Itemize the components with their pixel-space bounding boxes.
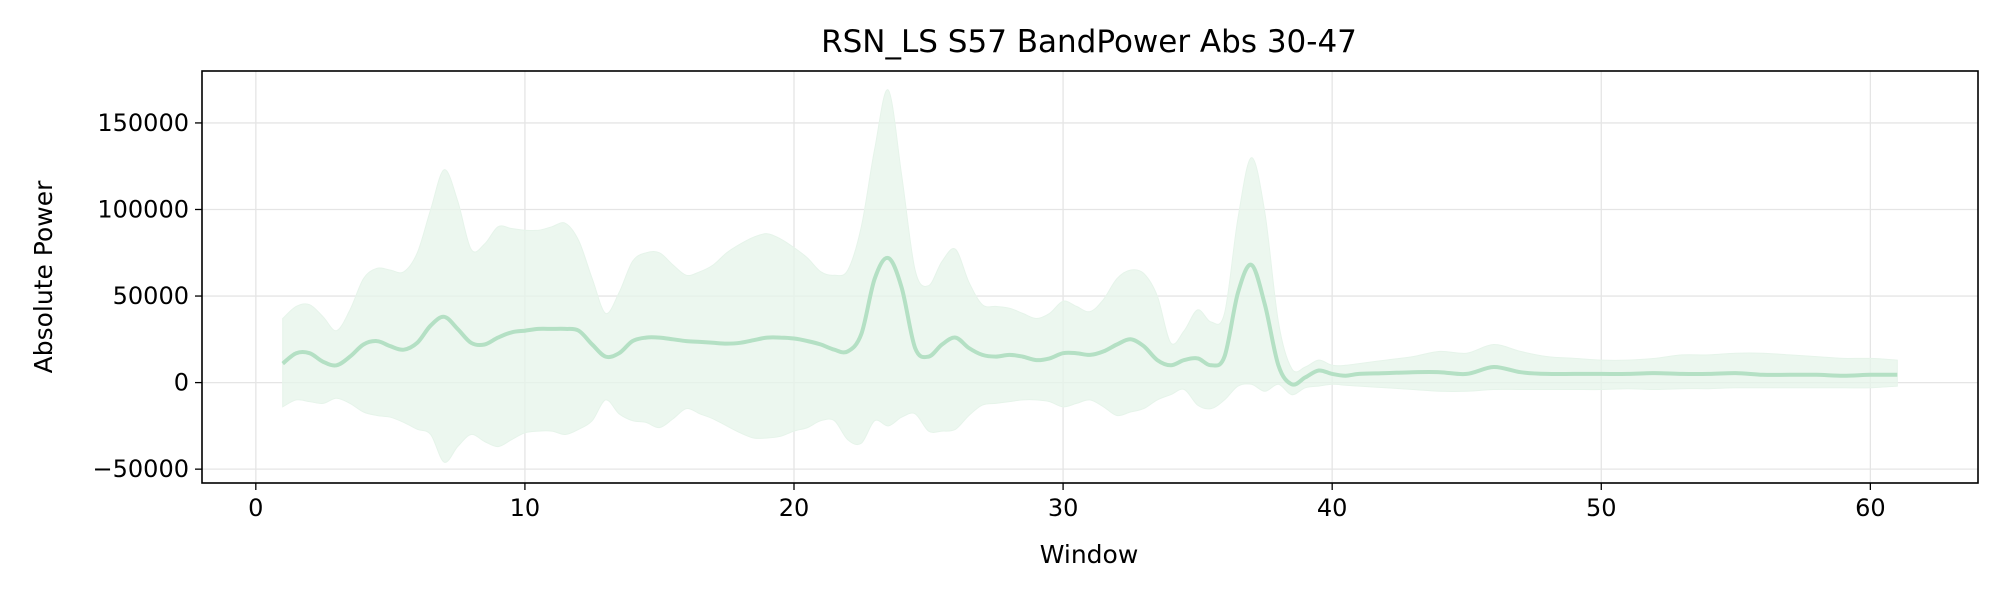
x-tick-label: 50 [1586, 494, 1617, 522]
x-tick-label: 60 [1855, 494, 1886, 522]
y-tick-label: 0 [174, 369, 189, 397]
x-tick-label: 30 [1048, 494, 1079, 522]
y-tick-label: 50000 [113, 282, 189, 310]
x-tick-label: 20 [779, 494, 810, 522]
x-axis: 0 10 20 30 40 50 60 [248, 483, 1886, 522]
x-tick-label: 0 [248, 494, 263, 522]
x-axis-label: Window [1040, 540, 1139, 569]
std-band [282, 89, 1898, 463]
y-axis-label: Absolute Power [29, 180, 58, 374]
y-tick-label: −50000 [93, 455, 189, 483]
y-tick-label: 150000 [97, 109, 189, 137]
mean-line [281, 255, 1898, 387]
plot-frame [201, 70, 1979, 484]
chart-title: RSN_LS S57 BandPower Abs 30-47 [821, 24, 1357, 60]
y-axis: −50000 0 50000 100000 150000 [93, 109, 202, 483]
y-tick-label: 100000 [97, 195, 189, 223]
x-tick-label: 10 [510, 494, 541, 522]
x-tick-label: 40 [1317, 494, 1348, 522]
